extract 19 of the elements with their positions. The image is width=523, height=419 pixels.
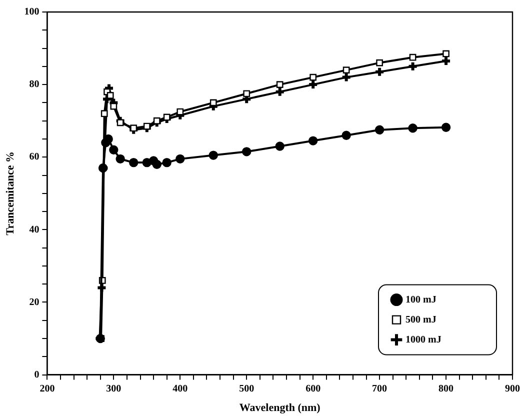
x-tick-label: 200 — [40, 383, 55, 394]
x-axis-title: Wavelength (nm) — [239, 402, 321, 414]
y-tick-label: 80 — [29, 79, 40, 90]
y-tick-label: 60 — [29, 152, 40, 163]
x-tick-label: 900 — [505, 383, 520, 394]
x-tick-label: 800 — [438, 383, 454, 394]
x-tick-label: 400 — [172, 383, 188, 394]
y-axis-title: Trancemitance % — [4, 151, 16, 236]
legend-label: 1000 mJ — [406, 334, 442, 346]
x-tick-label: 700 — [372, 383, 388, 394]
y-tick-label: 100 — [24, 6, 40, 18]
legend-label: 100 mJ — [406, 294, 436, 306]
x-tick-label: 600 — [306, 383, 321, 394]
y-tick-label: 20 — [29, 296, 40, 308]
x-tick-label: 500 — [239, 383, 254, 394]
x-tick-label: 300 — [106, 383, 122, 394]
y-tick-label: 0 — [34, 369, 40, 380]
y-tick-label: 40 — [29, 224, 40, 236]
legend-label: 500 mJ — [406, 314, 436, 326]
